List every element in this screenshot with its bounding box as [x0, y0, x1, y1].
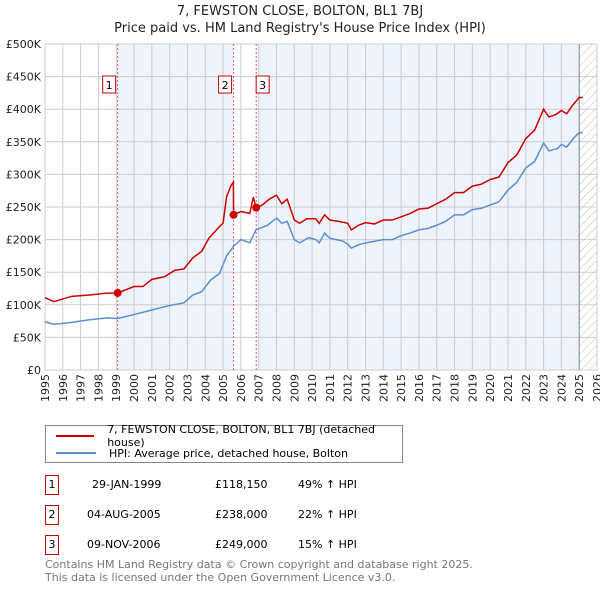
- x-tick-label: 2010: [306, 374, 319, 402]
- sale-badge-label: 2: [222, 79, 229, 92]
- sale-price: £249,000: [215, 538, 268, 551]
- plot-area: 1995 1996 1997 1998 1999 2000 2001 2002 2003 2004…: [6, 38, 600, 402]
- x-tick-label: 1996: [57, 374, 70, 402]
- legend-swatch-property: [56, 435, 95, 437]
- legend-label-property: 7, FEWSTON CLOSE, BOLTON, BL1 7BJ (detac…: [107, 423, 375, 449]
- sale-hpi-diff: 15% ↑ HPI: [298, 538, 357, 551]
- sale-date: 04-AUG-2005: [87, 508, 161, 521]
- sale-badge: [255, 75, 270, 94]
- x-tick-label: 2023: [538, 374, 551, 402]
- legend-swatch-hpi: [56, 452, 96, 454]
- y-tick-label: £250K: [6, 201, 42, 214]
- x-tick-label: 2004: [199, 374, 212, 402]
- y-tick-label: £300K: [6, 168, 42, 181]
- sale-row-badge: 3: [45, 535, 59, 555]
- hpi-line: [44, 131, 583, 326]
- x-tick-label: 2003: [181, 374, 194, 402]
- x-tick-label: 2026: [591, 374, 600, 402]
- x-tick-label: 2006: [235, 374, 248, 402]
- x-tick-label: 2015: [395, 374, 408, 402]
- x-tick-label: 2016: [413, 374, 426, 402]
- sale-price: £118,150: [215, 478, 268, 491]
- y-tick-label: £50K: [13, 331, 42, 344]
- chart-title: 7, FEWSTON CLOSE, BOLTON, BL1 7BJ: [176, 4, 424, 19]
- sale-point: [252, 203, 261, 212]
- sale-badge-label: 3: [259, 79, 266, 92]
- sale-point: [113, 288, 122, 297]
- x-tick-label: 2020: [484, 374, 497, 402]
- x-tick-label: 1995: [39, 374, 52, 402]
- y-tick-label: £350K: [6, 136, 42, 149]
- sale-price: £238,000: [215, 508, 268, 521]
- x-tick-label: 2014: [377, 374, 390, 402]
- x-tick-label: 2017: [431, 374, 444, 402]
- x-tick-label: 2013: [360, 374, 373, 402]
- y-tick-label: £500K: [6, 38, 42, 51]
- x-tick-label: 2007: [253, 374, 266, 402]
- sale-badge: [218, 75, 233, 94]
- footer-line-2: This data is licensed under the Open Gov…: [45, 571, 396, 584]
- x-tick-label: 2025: [573, 374, 586, 402]
- x-tick-label: 2000: [128, 374, 141, 402]
- sale-row-badge: 2: [45, 505, 59, 525]
- y-tick-label: £450K: [6, 71, 42, 84]
- y-tick-label: £200K: [6, 234, 42, 247]
- sale-point: [229, 210, 238, 219]
- x-tick-label: 2011: [324, 374, 337, 402]
- x-tick-label: 2022: [520, 374, 533, 402]
- property-price-line: [44, 96, 583, 303]
- sale-date: 09-NOV-2006: [87, 538, 161, 551]
- x-tick-label: 2012: [342, 374, 355, 402]
- sale-date: 29-JAN-1999: [92, 478, 162, 491]
- chart-subtitle: Price paid vs. HM Land Registry's House …: [114, 21, 486, 36]
- sale-badge: [102, 75, 117, 94]
- x-tick-label: 2009: [288, 374, 301, 402]
- x-tick-label: 2024: [555, 374, 568, 402]
- x-tick-label: 1999: [110, 374, 123, 402]
- sale-badge-label: 1: [106, 79, 113, 92]
- y-tick-label: £0: [27, 364, 41, 377]
- sale-row-badge: 1: [45, 475, 59, 495]
- y-tick-label: £400K: [6, 103, 42, 116]
- footer-line-1: Contains HM Land Registry data © Crown c…: [45, 558, 473, 571]
- x-tick-label: 2008: [270, 374, 283, 402]
- x-tick-label: 2021: [502, 374, 515, 402]
- x-tick-label: 2002: [164, 374, 177, 402]
- x-tick-label: 2019: [466, 374, 479, 402]
- sale-hpi-diff: 22% ↑ HPI: [298, 508, 357, 521]
- legend: 7, FEWSTON CLOSE, BOLTON, BL1 7BJ (detac…: [45, 423, 403, 463]
- x-tick-label: 2001: [146, 374, 159, 402]
- x-tick-label: 2018: [449, 374, 462, 402]
- x-tick-label: 1998: [92, 374, 105, 402]
- y-tick-label: £150K: [6, 266, 42, 279]
- y-tick-label: £100K: [6, 299, 42, 312]
- x-tick-label: 2005: [217, 374, 230, 402]
- x-tick-label: 1997: [75, 374, 88, 402]
- legend-label-hpi: HPI: Average price, detached house, Bolt…: [109, 446, 348, 460]
- sale-hpi-diff: 49% ↑ HPI: [298, 478, 357, 491]
